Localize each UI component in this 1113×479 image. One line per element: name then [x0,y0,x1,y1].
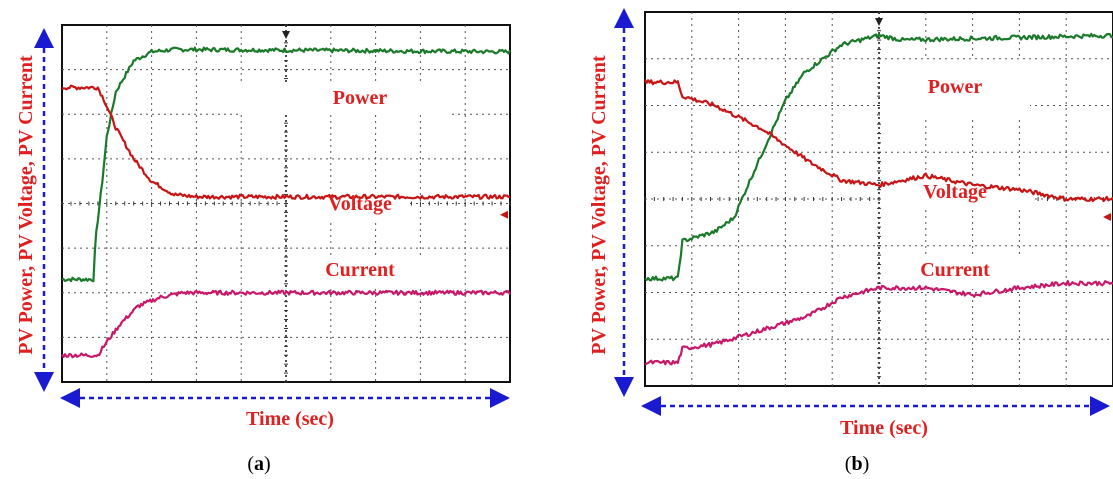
series-line-voltage [61,84,511,200]
series-line-voltage [644,79,1113,203]
series-line-current [61,289,511,359]
panel-b-label: (b) [845,453,869,475]
panel-b-plot: Power Voltage Current [644,11,1113,387]
panel-a-plot: Power Voltage Current [61,24,511,383]
trace-label-background [880,60,1030,120]
panel-b-xlabel: Time (sec) [840,417,928,439]
panel-a-ylabel: PV Power, PV Voltage, PV Current [15,55,37,355]
trace-label-background [885,255,1035,289]
series-line-power [61,46,511,283]
trace-label-current: Current [920,259,990,281]
trace-label-current: Current [325,259,395,281]
panel-b: PV Power, PV Voltage, PV Current Power Vo… [588,8,1113,475]
trace-label-background [240,85,450,115]
trace-label-power: Power [333,87,388,109]
trace-label-background [295,255,425,285]
level-marker-icon [1103,213,1111,221]
trace-label-voltage: Voltage [923,181,987,203]
trigger-marker-icon [875,18,883,26]
panel-a-xlabel: Time (sec) [246,408,334,430]
panel-b-ylabel: PV Power, PV Voltage, PV Current [588,55,610,355]
panel-a-label: (a) [247,453,270,475]
panel-a: PV Power, PV Voltage, PV Current Power Vo… [15,24,511,475]
trace-label-power: Power [928,76,983,98]
level-marker-icon [500,210,508,219]
series-line-power [644,32,1113,282]
series-line-current [644,280,1113,366]
trigger-marker-icon [282,31,290,39]
trace-label-voltage: Voltage [328,193,392,215]
